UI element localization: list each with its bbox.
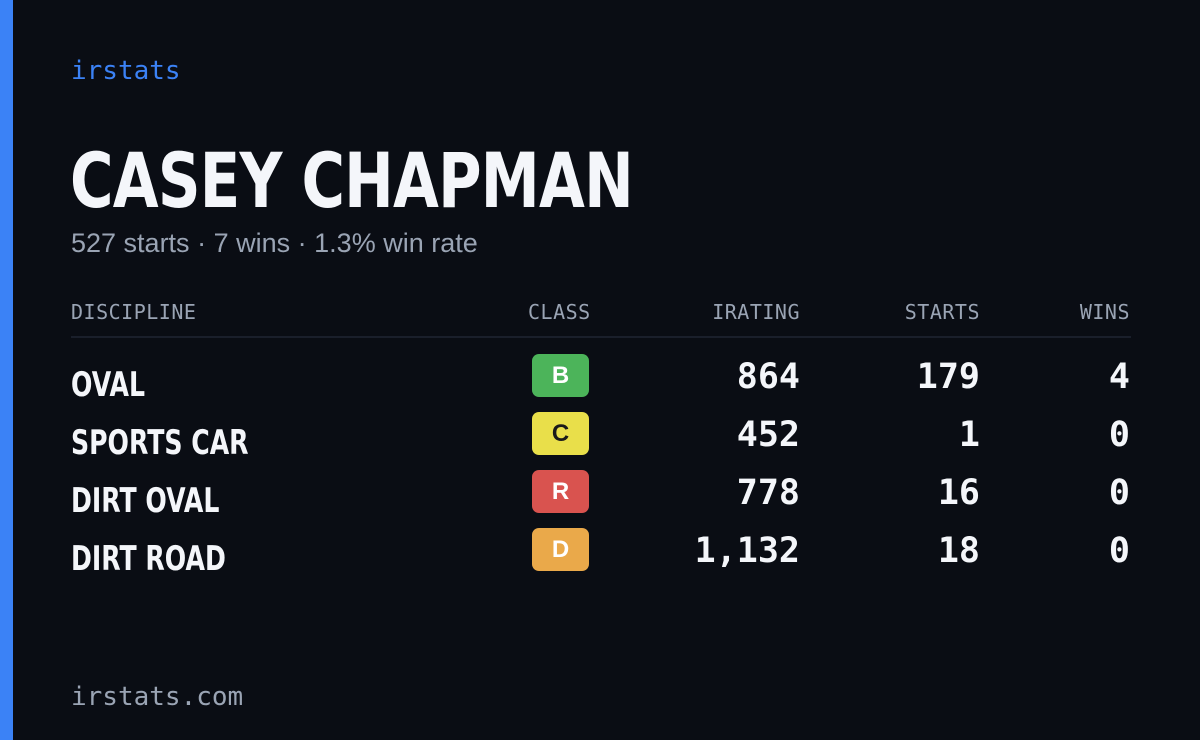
table-row: OVAL B 864 179 4 [71,354,1131,412]
wins-value: 0 [1108,531,1130,571]
table-row: DIRT ROAD D 1,132 18 0 [71,528,1131,586]
discipline-name: OVAL [71,365,145,405]
table-body: OVAL B 864 179 4 SPORTS CAR C 452 1 0 DI… [71,354,1131,586]
irating-value: 1,132 [694,531,800,571]
header-class: CLASS [528,300,591,324]
summary-win-rate: 1.3% win rate [314,228,478,258]
class-badge: D [532,528,589,571]
footer-url: irstats.com [71,682,244,712]
summary-starts: 527 starts [71,228,190,258]
discipline-name: DIRT ROAD [71,539,226,579]
irating-value: 452 [736,415,800,455]
brand-logo-text: irstats [71,56,181,86]
wins-value: 0 [1108,473,1130,513]
wins-value: 0 [1108,415,1130,455]
starts-value: 16 [937,473,980,513]
driver-name: CASEY CHAPMAN [70,136,634,225]
summary-wins: 7 wins [213,228,291,258]
driver-summary: 527 starts · 7 wins · 1.3% win rate [71,228,478,259]
discipline-name: SPORTS CAR [71,423,249,463]
table-row: SPORTS CAR C 452 1 0 [71,412,1131,470]
starts-value: 1 [958,415,980,455]
class-badge: C [532,412,589,455]
table-row: DIRT OVAL R 778 16 0 [71,470,1131,528]
header-discipline: DISCIPLINE [71,300,197,324]
starts-value: 18 [937,531,980,571]
class-badge: R [532,470,589,513]
summary-separator: · [197,228,207,258]
discipline-name: DIRT OVAL [71,481,220,521]
header-irating: IRATING [712,300,800,324]
summary-separator: · [297,228,307,258]
irating-value: 778 [736,473,800,513]
header-starts: STARTS [904,300,980,324]
accent-bar [0,0,13,740]
header-wins: WINS [1079,300,1130,324]
class-badge: B [532,354,589,397]
discipline-table: DISCIPLINE CLASS IRATING STARTS WINS OVA… [71,296,1131,586]
irating-value: 864 [736,357,800,397]
wins-value: 4 [1108,357,1130,397]
table-header: DISCIPLINE CLASS IRATING STARTS WINS [71,296,1131,338]
starts-value: 179 [916,357,980,397]
